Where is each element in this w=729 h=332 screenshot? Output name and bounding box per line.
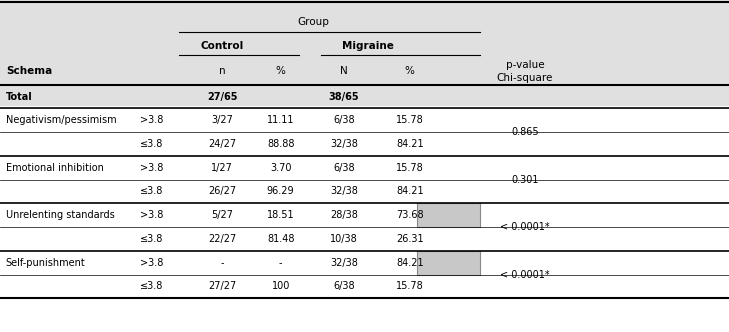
Text: 1/27: 1/27 bbox=[211, 163, 233, 173]
Text: Control: Control bbox=[200, 41, 244, 51]
Text: Total: Total bbox=[6, 92, 33, 102]
Bar bbox=[417, 251, 480, 275]
Text: 3/27: 3/27 bbox=[211, 115, 233, 125]
Text: 73.68: 73.68 bbox=[396, 210, 424, 220]
Bar bbox=[0, 106, 729, 332]
Text: N: N bbox=[340, 66, 348, 76]
Text: 11.11: 11.11 bbox=[267, 115, 295, 125]
Text: < 0.0001*: < 0.0001* bbox=[500, 270, 550, 280]
Text: 5/27: 5/27 bbox=[211, 210, 233, 220]
Text: >3.8: >3.8 bbox=[140, 210, 163, 220]
Text: %: % bbox=[405, 66, 415, 76]
Text: 88.88: 88.88 bbox=[267, 139, 295, 149]
Text: 0.865: 0.865 bbox=[511, 127, 539, 137]
Text: Emotional inhibition: Emotional inhibition bbox=[6, 163, 104, 173]
Text: 10/38: 10/38 bbox=[330, 234, 358, 244]
Text: 32/38: 32/38 bbox=[330, 139, 358, 149]
Text: 26.31: 26.31 bbox=[396, 234, 424, 244]
Text: 100: 100 bbox=[271, 282, 290, 291]
Text: 0.301: 0.301 bbox=[511, 175, 539, 185]
Bar bbox=[417, 203, 480, 227]
Text: ≤3.8: ≤3.8 bbox=[140, 282, 163, 291]
Text: 15.78: 15.78 bbox=[396, 115, 424, 125]
Text: %: % bbox=[276, 66, 286, 76]
Text: n: n bbox=[219, 66, 226, 76]
Text: >3.8: >3.8 bbox=[140, 258, 163, 268]
Text: 27/65: 27/65 bbox=[207, 92, 238, 102]
Text: 15.78: 15.78 bbox=[396, 163, 424, 173]
Text: Self-punishment: Self-punishment bbox=[6, 258, 85, 268]
Text: 32/38: 32/38 bbox=[330, 258, 358, 268]
Text: 26/27: 26/27 bbox=[208, 187, 236, 197]
Text: 27/27: 27/27 bbox=[208, 282, 236, 291]
Text: ≤3.8: ≤3.8 bbox=[140, 187, 163, 197]
Text: < 0.0001*: < 0.0001* bbox=[500, 222, 550, 232]
Text: >3.8: >3.8 bbox=[140, 115, 163, 125]
Text: p-value
Chi-square: p-value Chi-square bbox=[496, 60, 553, 83]
Text: 96.29: 96.29 bbox=[267, 187, 295, 197]
Text: -: - bbox=[279, 258, 282, 268]
Text: 6/38: 6/38 bbox=[333, 163, 355, 173]
Text: 18.51: 18.51 bbox=[267, 210, 295, 220]
Text: 84.21: 84.21 bbox=[396, 258, 424, 268]
Text: 84.21: 84.21 bbox=[396, 187, 424, 197]
Text: 24/27: 24/27 bbox=[208, 139, 236, 149]
Text: Group: Group bbox=[297, 17, 330, 27]
Text: Negativism/pessimism: Negativism/pessimism bbox=[6, 115, 117, 125]
Text: 38/65: 38/65 bbox=[329, 92, 359, 102]
Text: -: - bbox=[221, 258, 224, 268]
Text: 3.70: 3.70 bbox=[270, 163, 292, 173]
Text: ≤3.8: ≤3.8 bbox=[140, 234, 163, 244]
Text: 22/27: 22/27 bbox=[208, 234, 236, 244]
Text: 15.78: 15.78 bbox=[396, 282, 424, 291]
Text: 28/38: 28/38 bbox=[330, 210, 358, 220]
Text: 84.21: 84.21 bbox=[396, 139, 424, 149]
Text: Schema: Schema bbox=[6, 66, 52, 76]
Text: ≤3.8: ≤3.8 bbox=[140, 139, 163, 149]
Text: >3.8: >3.8 bbox=[140, 163, 163, 173]
Text: 6/38: 6/38 bbox=[333, 282, 355, 291]
Text: 32/38: 32/38 bbox=[330, 187, 358, 197]
Text: 81.48: 81.48 bbox=[267, 234, 295, 244]
Text: 6/38: 6/38 bbox=[333, 115, 355, 125]
Text: Unrelenting standards: Unrelenting standards bbox=[6, 210, 114, 220]
Text: Migraine: Migraine bbox=[342, 41, 394, 51]
